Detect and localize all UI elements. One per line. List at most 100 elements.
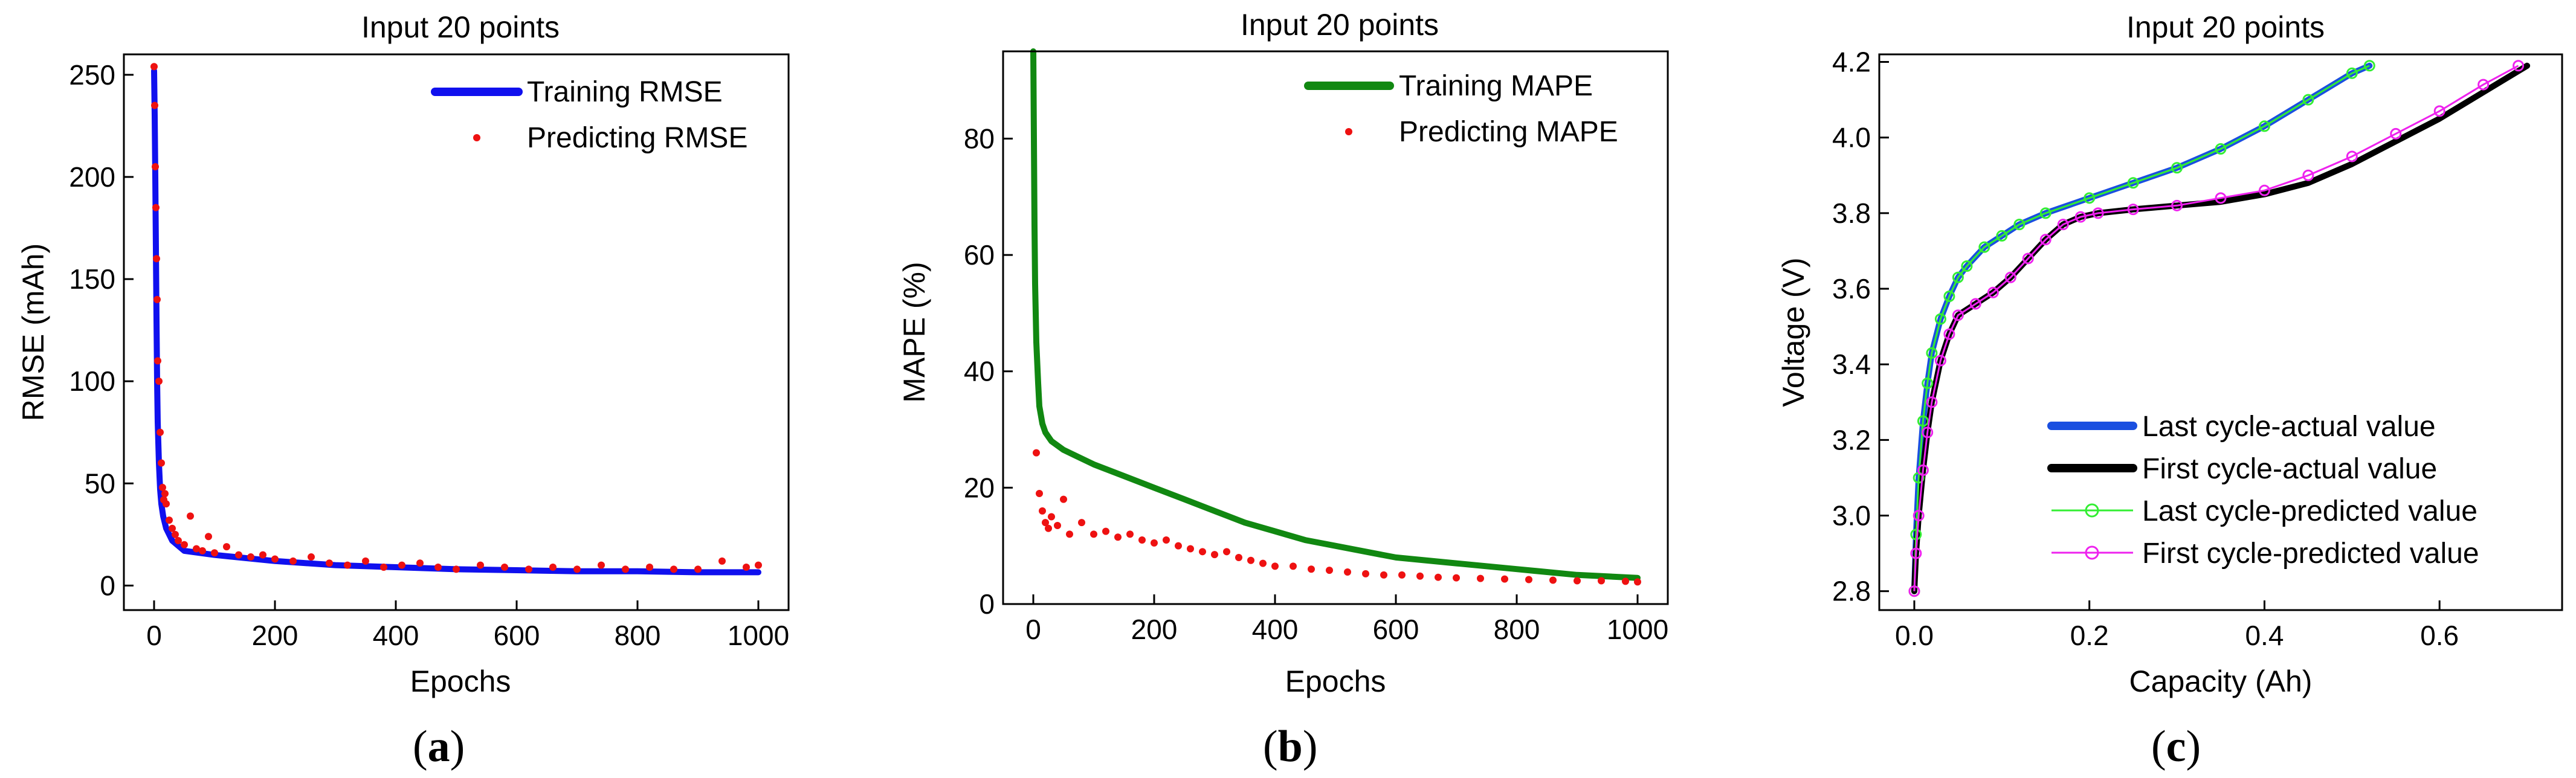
series-marker-last-cycle-predicted-value (1934, 313, 1946, 325)
x-tick-label: 0.2 (2070, 620, 2109, 651)
series-point-predicting-rmse (326, 559, 333, 567)
y-tick-label: 3.8 (1832, 198, 1871, 229)
legend-label-first-predicted: First cycle-predicted value (2142, 538, 2479, 570)
series-marker-last-cycle-predicted-value (2346, 67, 2358, 79)
x-tick-label: 600 (1373, 614, 1419, 645)
series-point-predicting-mape (1045, 524, 1052, 532)
series-point-predicting-rmse (211, 549, 218, 557)
series-marker-last-cycle-predicted-value (2302, 94, 2314, 106)
series-point-predicting-mape (1223, 548, 1230, 556)
series-marker-first-cycle-predicted-value (1926, 396, 1938, 408)
series-point-predicting-mape (1501, 575, 1508, 583)
series-point-predicting-mape (1066, 530, 1073, 538)
series-marker-last-cycle-predicted-value (2084, 192, 2096, 204)
series-marker-last-cycle-predicted-value (1952, 271, 1964, 283)
series-marker-first-cycle-predicted-value (2171, 199, 2183, 211)
y-tick-label: 20 (964, 472, 995, 503)
legend-marker-last-predicted (2085, 503, 2099, 518)
plot-area-a (150, 63, 762, 576)
x-tick-label: 400 (373, 620, 419, 651)
series-marker-last-cycle-predicted-value (1996, 230, 2008, 242)
y-tick-label: 0 (979, 588, 995, 620)
series-marker-first-cycle-predicted-value (2346, 150, 2358, 162)
y-tick-label: 60 (964, 239, 995, 271)
y-tick-label: 200 (69, 161, 115, 193)
series-point-predicting-rmse (152, 163, 159, 171)
ylabel-a: RMSE (mAh) (16, 243, 50, 421)
series-line-first-cycle-predicted-value (1913, 65, 2519, 591)
series-point-predicting-mape (1199, 548, 1206, 556)
legend-label-training-mape: Training MAPE (1399, 70, 1593, 102)
series-point-predicting-mape (1290, 562, 1297, 570)
y-tick-label: 150 (69, 263, 115, 295)
series-point-predicting-rmse (205, 533, 212, 541)
xlabel-b: Epochs (1285, 664, 1386, 698)
series-point-predicting-mape (1380, 571, 1387, 579)
series-point-predicting-mape (1090, 530, 1097, 538)
series-point-predicting-mape (1187, 545, 1194, 553)
series-point-predicting-rmse (247, 553, 254, 561)
series-marker-first-cycle-predicted-value (2390, 127, 2402, 140)
series-marker-last-cycle-predicted-value (2363, 60, 2375, 72)
series-point-predicting-rmse (152, 204, 160, 211)
x-tick-label: 1000 (728, 620, 789, 651)
x-tick-label: 0.4 (2245, 620, 2284, 651)
series-marker-last-cycle-predicted-value (1943, 291, 1955, 303)
series-point-predicting-rmse (622, 565, 629, 573)
series-point-predicting-mape (1048, 513, 1055, 521)
series-point-predicting-mape (1574, 577, 1581, 585)
ticks-a: 0 200 400 600 800 1000 0 50 100 150 200 250 (69, 59, 789, 651)
series-point-predicting-rmse (166, 516, 173, 524)
plot-area-b (1030, 48, 1641, 586)
series-point-predicting-rmse (187, 512, 194, 520)
series-point-predicting-rmse (153, 255, 160, 263)
series-point-predicting-mape (1398, 571, 1406, 579)
series-marker-first-cycle-predicted-value (2478, 79, 2490, 91)
series-point-predicting-mape (1271, 562, 1279, 570)
series-point-predicting-rmse (161, 490, 169, 498)
y-tick-label: 4.0 (1832, 122, 1871, 153)
x-tick-label: 200 (1131, 614, 1178, 645)
series-point-predicting-rmse (670, 565, 677, 573)
series-point-predicting-rmse (181, 541, 188, 548)
series-point-predicting-rmse (153, 295, 161, 303)
series-marker-first-cycle-predicted-value (2215, 192, 2227, 204)
series-point-predicting-rmse (159, 484, 166, 492)
x-tick-label: 800 (615, 620, 661, 651)
series-marker-first-cycle-predicted-value (2022, 252, 2034, 265)
series-point-predicting-rmse (549, 563, 557, 571)
x-tick-label: 600 (494, 620, 540, 651)
y-tick-label: 3.2 (1832, 424, 1871, 455)
y-tick-label: 3.0 (1832, 500, 1871, 532)
series-marker-last-cycle-predicted-value (2258, 120, 2270, 132)
series-point-predicting-mape (1435, 573, 1442, 581)
series-point-predicting-rmse (398, 561, 405, 569)
y-tick-label: 4.2 (1832, 47, 1871, 78)
series-point-predicting-mape (1362, 570, 1369, 577)
series-point-predicting-mape (1042, 519, 1049, 527)
xlabel-c: Capacity (Ah) (2129, 664, 2313, 698)
series-point-predicting-mape (1114, 533, 1122, 541)
y-tick-label: 80 (964, 123, 995, 154)
series-point-predicting-rmse (755, 561, 762, 569)
axes-frame-b (1002, 50, 1669, 605)
legend-c: Last cycle-actual value First cycle-actu… (2047, 411, 2479, 570)
title-b: Input 20 points (1241, 8, 1439, 42)
series-marker-first-cycle-predicted-value (1917, 464, 1929, 476)
legend-label-training-rmse: Training RMSE (527, 76, 723, 108)
series-point-predicting-mape (1138, 536, 1146, 544)
series-point-predicting-rmse (380, 563, 387, 571)
y-tick-label: 0 (100, 570, 115, 601)
series-point-predicting-rmse (308, 553, 315, 561)
series-marker-last-cycle-predicted-value (1917, 415, 1929, 427)
series-point-predicting-rmse (743, 563, 750, 571)
series-point-predicting-mape (1175, 542, 1182, 550)
series-point-predicting-rmse (718, 557, 726, 565)
series-point-predicting-rmse (169, 524, 176, 532)
panel-b: Input 20 points 0 200 400 600 800 1000 0 20 40 60… (897, 8, 1669, 771)
x-tick-label: 1000 (1607, 614, 1668, 645)
series-line-last-cycle-predicted-value (1913, 65, 2370, 591)
series-marker-first-cycle-predicted-value (1908, 585, 1920, 597)
series-point-predicting-rmse (453, 565, 460, 573)
